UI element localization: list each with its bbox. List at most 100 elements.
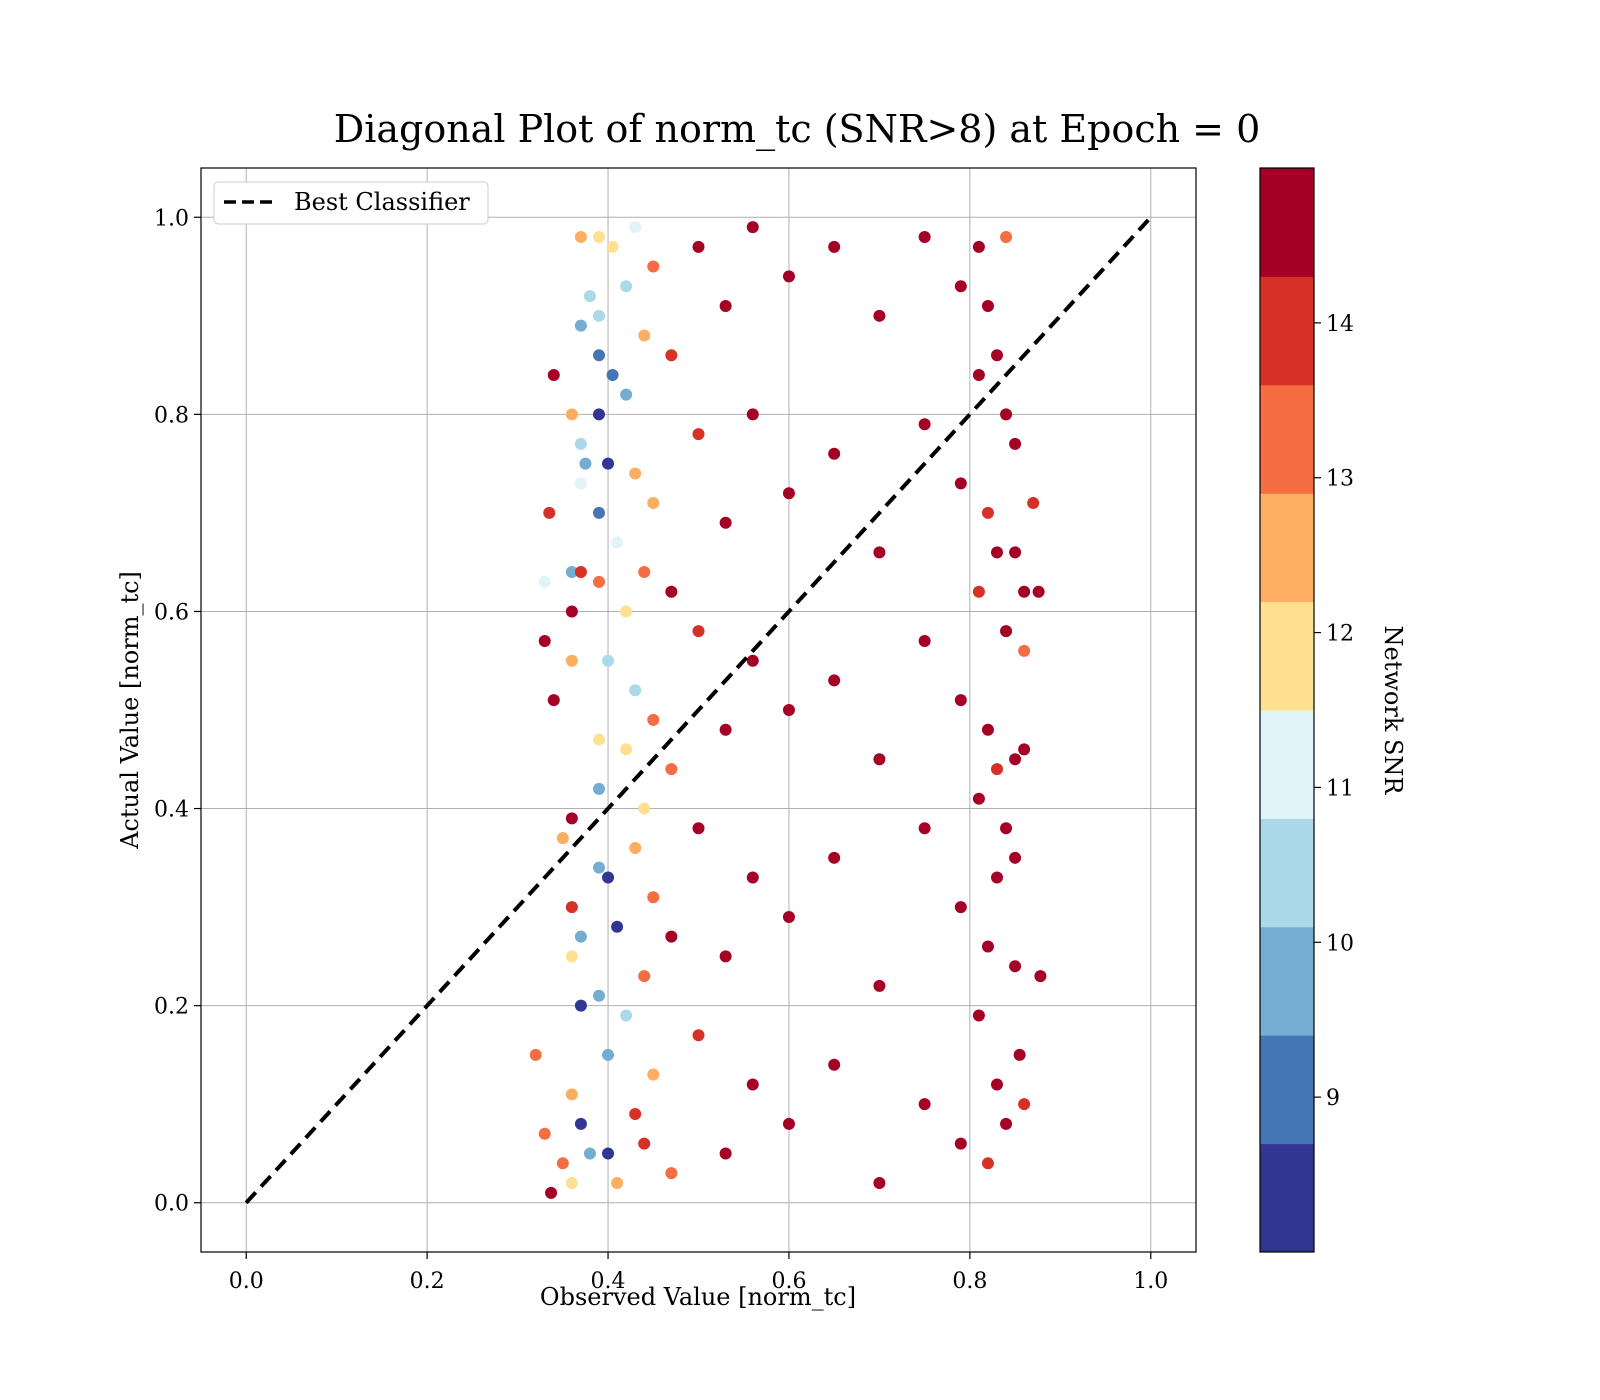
scatter-point bbox=[638, 329, 651, 342]
x-tick-label: 0.6 bbox=[771, 1269, 806, 1294]
scatter-point bbox=[782, 487, 795, 500]
scatter-point bbox=[746, 654, 759, 667]
scatter-point bbox=[918, 635, 931, 648]
colorbar-tick-label: 11 bbox=[1326, 776, 1354, 801]
chart-title: Diagonal Plot of norm_tc (SNR>8) at Epoc… bbox=[334, 107, 1261, 152]
scatter-point bbox=[873, 1177, 886, 1190]
scatter-point bbox=[565, 605, 578, 618]
scatter-point bbox=[1032, 585, 1045, 598]
scatter-point bbox=[719, 950, 732, 963]
scatter-point bbox=[611, 536, 624, 549]
y-tick-label: 0.4 bbox=[154, 798, 189, 823]
scatter-point bbox=[954, 901, 967, 914]
x-tick-label: 0.4 bbox=[591, 1269, 626, 1294]
scatter-point bbox=[1018, 1098, 1031, 1111]
scatter-point bbox=[972, 240, 985, 253]
colorbar-band bbox=[1260, 710, 1314, 819]
scatter-point bbox=[620, 605, 633, 618]
scatter-point bbox=[538, 635, 551, 648]
scatter-point bbox=[1013, 1048, 1026, 1061]
scatter-point bbox=[972, 792, 985, 805]
scatter-point bbox=[972, 1009, 985, 1022]
scatter-point bbox=[620, 1009, 633, 1022]
scatter-point bbox=[565, 566, 578, 579]
scatter-point bbox=[954, 280, 967, 293]
scatter-point bbox=[574, 230, 587, 243]
scatter-point bbox=[1027, 497, 1040, 510]
colorbar-band bbox=[1260, 818, 1314, 928]
scatter-point bbox=[629, 684, 642, 697]
colorbar-band bbox=[1260, 276, 1314, 386]
colorbar-frame bbox=[1259, 167, 1315, 1253]
colorbar-tick-label: 14 bbox=[1326, 312, 1354, 337]
scatter-point bbox=[547, 368, 560, 381]
scatter-point bbox=[918, 418, 931, 431]
scatter-point bbox=[638, 1137, 651, 1150]
x-axis-ticks: 0.0 0.2 0.4 0.6 0.8 1.0 bbox=[229, 1252, 1168, 1294]
scatter-point bbox=[918, 230, 931, 243]
scatter-point bbox=[1009, 851, 1022, 864]
scatter-point bbox=[972, 368, 985, 381]
scatter-point bbox=[620, 743, 633, 756]
x-axis-label: Observed Value [norm_tc] bbox=[540, 1283, 856, 1311]
scatter-point bbox=[1034, 970, 1047, 983]
scatter-point bbox=[629, 467, 642, 480]
colorbar-band bbox=[1260, 493, 1314, 603]
scatter-point bbox=[593, 408, 605, 421]
y-axis-ticks: 0.0 0.2 0.4 0.6 0.8 1.0 bbox=[154, 206, 201, 1217]
scatter-point bbox=[828, 1058, 841, 1071]
scatter-point bbox=[565, 1177, 578, 1190]
scatter-point bbox=[782, 910, 795, 923]
scatter-point bbox=[981, 940, 994, 953]
scatter-point bbox=[692, 240, 705, 253]
scatter-point bbox=[746, 221, 759, 234]
scatter-point bbox=[991, 763, 1003, 776]
scatter-point bbox=[954, 477, 967, 490]
scatter-point bbox=[692, 625, 705, 638]
scatter-point bbox=[647, 260, 660, 273]
colorbar-band bbox=[1260, 1035, 1314, 1145]
scatter-point bbox=[981, 1157, 994, 1170]
scatter-point bbox=[593, 230, 605, 243]
scatter-point bbox=[593, 989, 605, 1002]
scatter-point bbox=[1009, 546, 1022, 559]
scatter-point bbox=[545, 1186, 558, 1199]
scatter-point bbox=[1000, 230, 1013, 243]
scatter-point bbox=[602, 871, 615, 884]
scatter-point bbox=[538, 1127, 551, 1140]
scatter-point bbox=[547, 694, 560, 707]
scatter-point bbox=[629, 1108, 642, 1121]
scatter-point bbox=[719, 723, 732, 736]
scatter-point bbox=[579, 457, 592, 470]
scatter-point bbox=[647, 497, 660, 510]
scatter-point bbox=[1000, 1117, 1013, 1130]
scatter-point bbox=[719, 1147, 732, 1160]
scatter-point bbox=[746, 408, 759, 421]
legend-label-best-classifier: Best Classifier bbox=[294, 188, 470, 216]
scatter-point bbox=[972, 585, 985, 598]
colorbar: 9 10 11 12 13 14 Network SNR bbox=[1259, 167, 1407, 1253]
scatter-point bbox=[638, 566, 651, 579]
scatter-point bbox=[565, 654, 578, 667]
colorbar-tick-label: 9 bbox=[1326, 1086, 1340, 1111]
colorbar-tick-label: 13 bbox=[1326, 467, 1354, 492]
scatter-point bbox=[981, 723, 994, 736]
scatter-point bbox=[647, 891, 660, 904]
scatter-point bbox=[981, 506, 994, 519]
scatter-point bbox=[981, 299, 994, 312]
y-tick-label: 0.6 bbox=[154, 600, 189, 625]
scatter-point bbox=[529, 1048, 542, 1061]
scatter-point bbox=[538, 575, 551, 588]
scatter-point bbox=[782, 1117, 795, 1130]
scatter-point bbox=[638, 970, 651, 983]
scatter-point bbox=[602, 654, 615, 667]
x-tick-label: 1.0 bbox=[1133, 1269, 1168, 1294]
legend-box bbox=[213, 181, 489, 225]
scatter-point bbox=[1000, 822, 1013, 835]
colorbar-band bbox=[1260, 601, 1314, 711]
scatter-point bbox=[918, 1098, 931, 1111]
scatter-point bbox=[1018, 644, 1031, 657]
best-classifier-dashed-line bbox=[244, 215, 1153, 1205]
scatter-point bbox=[665, 1167, 678, 1180]
scatter-point bbox=[574, 930, 587, 943]
